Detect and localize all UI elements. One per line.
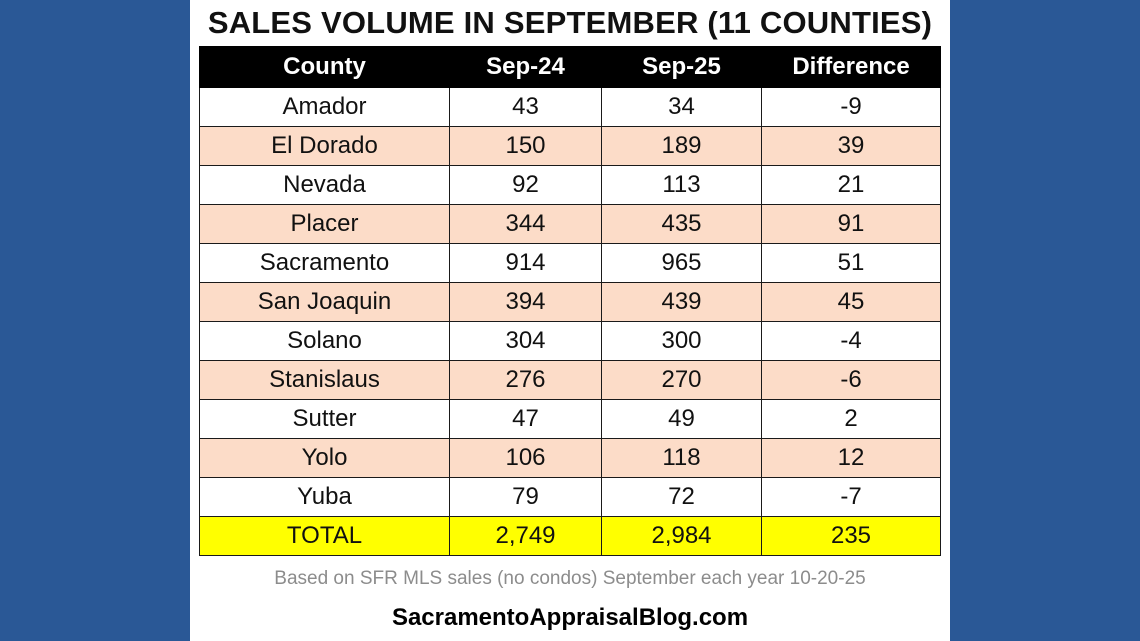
sep-25-cell: 439 — [601, 282, 762, 322]
sep-25-cell: 34 — [601, 87, 762, 127]
sep-24-cell: 106 — [449, 438, 602, 478]
county-cell: Amador — [199, 87, 450, 127]
table-row: Sacramento 914 965 51 — [199, 243, 941, 283]
sep-25-cell: 189 — [601, 126, 762, 166]
difference-cell: 21 — [761, 165, 941, 205]
sep-24-cell: 914 — [449, 243, 602, 283]
sep-25-cell: 118 — [601, 438, 762, 478]
total-county-cell: TOTAL — [199, 516, 450, 556]
column-header: Sep-25 — [601, 46, 762, 88]
total-sep-25-cell: 2,984 — [601, 516, 762, 556]
sep-24-cell: 47 — [449, 399, 602, 439]
table-body: Amador 43 34 -9 El Dorado 150 189 39 Nevada 92 113… — [199, 87, 941, 556]
county-cell: San Joaquin — [199, 282, 450, 322]
difference-cell: 51 — [761, 243, 941, 283]
sep-24-cell: 394 — [449, 282, 602, 322]
difference-cell: 39 — [761, 126, 941, 166]
difference-cell: 91 — [761, 204, 941, 244]
table-row: El Dorado 150 189 39 — [199, 126, 941, 166]
county-cell: Yolo — [199, 438, 450, 478]
county-cell: Sacramento — [199, 243, 450, 283]
table-row: Yolo 106 118 12 — [199, 438, 941, 478]
table-row: Nevada 92 113 21 — [199, 165, 941, 205]
header-row: County Sep-24 Sep-25 Difference — [199, 46, 941, 88]
county-cell: Nevada — [199, 165, 450, 205]
county-cell: Stanislaus — [199, 360, 450, 400]
difference-cell: -4 — [761, 321, 941, 361]
sep-24-cell: 150 — [449, 126, 602, 166]
difference-cell: 2 — [761, 399, 941, 439]
site-name: SacramentoAppraisalBlog.com — [391, 604, 749, 631]
difference-cell: -7 — [761, 477, 941, 517]
chart-title: SALES VOLUME IN SEPTEMBER (11 COUNTIES) — [207, 5, 933, 40]
column-header: County — [199, 46, 450, 88]
total-difference-cell: 235 — [761, 516, 941, 556]
difference-cell: -6 — [761, 360, 941, 400]
difference-cell: -9 — [761, 87, 941, 127]
county-cell: Placer — [199, 204, 450, 244]
sep-25-cell: 965 — [601, 243, 762, 283]
sep-25-cell: 270 — [601, 360, 762, 400]
county-cell: Sutter — [199, 399, 450, 439]
sep-25-cell: 49 — [601, 399, 762, 439]
sep-25-cell: 113 — [601, 165, 762, 205]
total-row: TOTAL 2,749 2,984 235 — [199, 516, 941, 556]
sep-24-cell: 276 — [449, 360, 602, 400]
table-row: Yuba 79 72 -7 — [199, 477, 941, 517]
table-row: San Joaquin 394 439 45 — [199, 282, 941, 322]
sep-24-cell: 304 — [449, 321, 602, 361]
source-note: Based on SFR MLS sales (no condos) Septe… — [274, 568, 866, 589]
sep-25-cell: 72 — [601, 477, 762, 517]
sep-25-cell: 435 — [601, 204, 762, 244]
table-row: Sutter 47 49 2 — [199, 399, 941, 439]
difference-cell: 45 — [761, 282, 941, 322]
table-row: Solano 304 300 -4 — [199, 321, 941, 361]
table-row: Placer 344 435 91 — [199, 204, 941, 244]
difference-cell: 12 — [761, 438, 941, 478]
sep-24-cell: 344 — [449, 204, 602, 244]
table-card: SALES VOLUME IN SEPTEMBER (11 COUNTIES) … — [190, 0, 950, 641]
table-row: Amador 43 34 -9 — [199, 87, 941, 127]
county-cell: El Dorado — [199, 126, 450, 166]
table-row: Stanislaus 276 270 -6 — [199, 360, 941, 400]
sep-24-cell: 79 — [449, 477, 602, 517]
sales-table: County Sep-24 Sep-25 Difference Amador 43… — [199, 46, 941, 556]
county-cell: Solano — [199, 321, 450, 361]
column-header: Sep-24 — [449, 46, 602, 88]
total-sep-24-cell: 2,749 — [449, 516, 602, 556]
county-cell: Yuba — [199, 477, 450, 517]
sep-24-cell: 92 — [449, 165, 602, 205]
sep-25-cell: 300 — [601, 321, 762, 361]
sep-24-cell: 43 — [449, 87, 602, 127]
column-header: Difference — [761, 46, 941, 88]
